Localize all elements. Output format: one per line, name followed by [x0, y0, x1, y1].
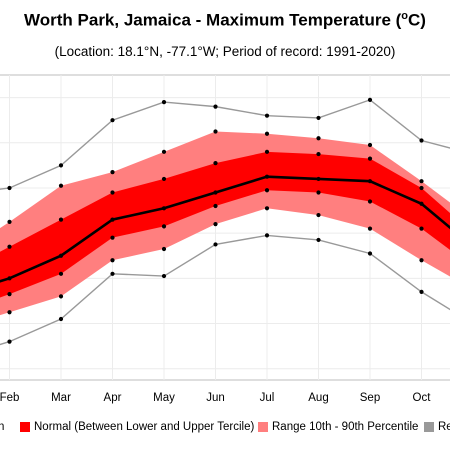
point-lower-tercile — [316, 190, 321, 195]
chart-legend: n Normal (Between Lower and Upper Tercil… — [0, 421, 450, 441]
point-record-low — [161, 273, 167, 279]
point-p90 — [213, 129, 218, 134]
band-normal-tercile — [0, 151, 450, 298]
point-mean — [264, 174, 270, 179]
point-lower-tercile — [213, 203, 218, 209]
point-record-high — [7, 185, 12, 191]
point-record-high — [419, 138, 424, 143]
point-p10 — [7, 310, 12, 315]
point-lower-tercile — [58, 271, 64, 276]
point-p10 — [419, 258, 424, 263]
point-upper-tercile — [213, 161, 218, 166]
point-upper-tercile — [316, 151, 321, 157]
point-record-high — [58, 163, 64, 168]
point-record-low — [58, 316, 64, 322]
point-lower-tercile — [161, 224, 167, 229]
point-upper-tercile — [7, 244, 12, 249]
point-p90 — [110, 170, 115, 175]
point-record-low — [213, 242, 218, 247]
point-p10 — [110, 258, 115, 263]
point-mean — [110, 217, 115, 222]
legend-record-label: Re — [438, 421, 450, 433]
point-p90 — [161, 149, 167, 154]
plot-area — [0, 97, 450, 346]
point-lower-tercile — [110, 235, 115, 240]
point-p90 — [264, 131, 270, 136]
legend-normal-swatch — [20, 422, 30, 432]
point-mean — [213, 190, 218, 195]
point-record-high — [110, 118, 115, 123]
point-lower-tercile — [264, 188, 270, 193]
legend-record: Re — [424, 421, 450, 433]
point-lower-tercile — [367, 199, 373, 204]
point-lower-tercile — [7, 292, 12, 297]
x-tick-label: Jun — [206, 392, 225, 404]
point-upper-tercile — [110, 190, 115, 195]
point-upper-tercile — [367, 156, 373, 161]
x-tick-label: Feb — [0, 392, 19, 404]
legend-mean: n — [0, 421, 4, 433]
point-record-low — [7, 339, 12, 344]
point-upper-tercile — [419, 185, 424, 191]
point-record-low — [367, 251, 373, 256]
x-tick-label: Aug — [308, 392, 328, 404]
legend-range-label: Range 10th - 90th Percentile — [272, 421, 419, 433]
point-record-low — [264, 233, 270, 238]
x-tick-label: Sep — [360, 392, 380, 404]
point-p10 — [316, 212, 321, 218]
point-p10 — [264, 206, 270, 211]
point-upper-tercile — [161, 176, 167, 182]
legend-range-swatch — [258, 422, 268, 432]
point-p10 — [58, 294, 64, 299]
point-record-high — [264, 113, 270, 118]
chart-subtitle: (Location: 18.1°N, -77.1°W; Period of re… — [54, 44, 396, 59]
x-tick-label: Oct — [413, 392, 432, 404]
legend-normal: Normal (Between Lower and Upper Tercile) — [20, 421, 254, 433]
point-p10 — [213, 222, 218, 227]
point-record-high — [316, 115, 321, 121]
point-p90 — [7, 219, 12, 224]
point-mean — [316, 176, 321, 182]
x-tick-label: Mar — [51, 392, 71, 404]
point-lower-tercile — [419, 226, 424, 231]
point-record-high — [367, 97, 373, 102]
point-record-high — [161, 100, 167, 105]
point-record-low — [419, 289, 424, 294]
point-p10 — [161, 246, 167, 252]
point-record-low — [110, 271, 115, 276]
legend-record-swatch — [424, 422, 434, 432]
point-p90 — [419, 179, 424, 184]
point-mean — [58, 253, 64, 258]
point-upper-tercile — [58, 217, 64, 222]
point-p90 — [58, 183, 64, 188]
x-tick-label: Apr — [104, 392, 122, 404]
point-record-high — [213, 104, 218, 109]
x-tick-label: May — [153, 392, 175, 404]
legend-normal-label: Normal (Between Lower and Upper Tercile) — [34, 421, 255, 433]
point-p10 — [367, 226, 373, 231]
point-mean — [367, 179, 373, 184]
point-mean — [161, 206, 167, 211]
chart-title: Worth Park, Jamaica - Maximum Temperatur… — [24, 10, 426, 30]
point-p90 — [367, 142, 373, 148]
legend-range: Range 10th - 90th Percentile — [258, 421, 418, 433]
point-record-low — [316, 237, 321, 243]
point-upper-tercile — [264, 149, 270, 154]
point-p90 — [316, 136, 321, 141]
point-mean — [7, 276, 12, 281]
legend-mean-label: n — [0, 421, 5, 433]
x-tick-label: Jul — [260, 392, 275, 404]
point-mean — [419, 201, 424, 206]
